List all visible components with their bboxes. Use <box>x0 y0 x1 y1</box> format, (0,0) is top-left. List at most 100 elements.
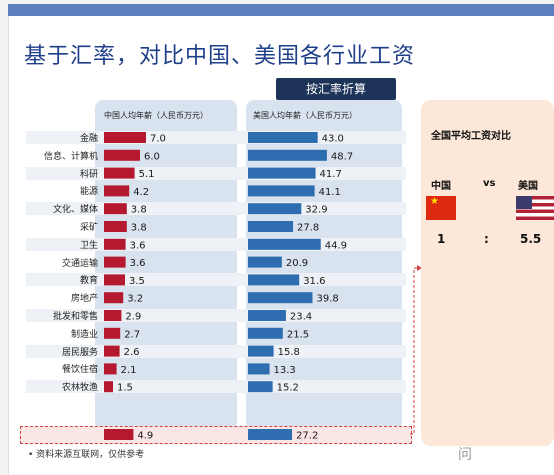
usa-value-label: 39.8 <box>316 294 338 305</box>
ratio-colon: : <box>484 232 489 246</box>
category-label: 农林牧渔 <box>61 383 98 394</box>
vs-label: vs <box>483 178 496 189</box>
usa-bar <box>248 238 321 250</box>
usa-bar <box>248 292 313 304</box>
china-average-value: 4.9 <box>137 431 153 442</box>
usa-value-label: 41.7 <box>320 169 342 180</box>
china-bar <box>104 345 120 357</box>
connector-arrow-icon <box>417 265 422 271</box>
china-bar <box>104 274 125 286</box>
china-value-label: 3.2 <box>127 294 143 305</box>
category-label: 制造业 <box>70 329 98 340</box>
usa-bar <box>248 167 316 179</box>
usa-value-label: 32.9 <box>305 205 327 216</box>
usa-value-label: 15.2 <box>277 383 299 394</box>
usa-value-label: 13.3 <box>274 365 296 376</box>
usa-bar <box>248 256 282 268</box>
china-bar <box>104 132 146 143</box>
china-bar <box>104 256 126 268</box>
china-bar <box>104 221 127 232</box>
usa-series-header: 美国人均年薪（人民币万元） <box>253 111 357 120</box>
china-bar <box>104 292 124 304</box>
comparison-card <box>421 100 554 446</box>
usa-value-label: 20.9 <box>286 258 308 269</box>
china-bar <box>104 238 126 250</box>
usa-ratio: 5.5 <box>520 232 542 246</box>
usa-bar <box>248 221 294 232</box>
china-series-header: 中国人均年薪（人民币万元） <box>104 111 208 120</box>
china-value-label: 3.6 <box>130 258 146 269</box>
china-bar <box>104 381 113 393</box>
china-ratio: 1 <box>437 232 446 246</box>
usa-average-bar <box>248 429 293 440</box>
row-stripe <box>26 380 406 394</box>
usa-bar <box>248 274 300 286</box>
china-bar <box>104 310 122 321</box>
category-label: 文化、媒体 <box>52 205 98 216</box>
china-value-label: 3.8 <box>131 223 147 234</box>
source-footnote: • 资料来源互联网，仅供参考 <box>28 450 145 460</box>
usa-flag-icon <box>516 196 554 220</box>
usa-value-label: 15.8 <box>278 347 300 358</box>
china-value-label: 3.6 <box>130 240 146 251</box>
usa-value-label: 41.1 <box>319 187 341 198</box>
china-flag-icon: ★ <box>426 196 456 220</box>
china-value-label: 4.2 <box>133 187 149 198</box>
usa-value-label: 48.7 <box>331 151 353 162</box>
china-value-label: 6.0 <box>144 151 160 162</box>
china-value-label: 3.8 <box>131 205 147 216</box>
china-bar <box>104 185 130 197</box>
usa-value-label: 31.6 <box>303 276 325 287</box>
watermark-logo: 问 <box>458 447 472 463</box>
china-value-label: 2.9 <box>125 312 141 323</box>
category-label: 批发和零售 <box>52 312 98 322</box>
china-bar <box>104 327 121 339</box>
usa-bar <box>248 327 283 339</box>
exchange-rate-badge: 按汇率折算 <box>276 78 396 100</box>
usa-bar <box>248 149 327 161</box>
category-label: 卫生 <box>79 240 98 251</box>
china-value-label: 2.1 <box>121 365 137 376</box>
usa-bar <box>248 203 302 215</box>
category-label: 科研 <box>79 169 98 180</box>
usa-bar <box>248 363 270 375</box>
category-label: 信息、计算机 <box>43 151 98 162</box>
category-label: 餐饮住宿 <box>61 365 98 376</box>
china-label: 中国 <box>431 181 451 192</box>
category-label: 房地产 <box>70 294 98 305</box>
china-average-bar <box>104 429 134 440</box>
china-bar <box>104 363 117 375</box>
category-label: 金融 <box>79 134 98 144</box>
category-label: 交通运输 <box>61 258 98 269</box>
usa-value-label: 27.8 <box>297 223 319 234</box>
category-label: 居民服务 <box>61 347 98 358</box>
china-bar <box>104 167 135 179</box>
row-stripe <box>26 344 406 358</box>
usa-label: 美国 <box>518 181 538 192</box>
usa-bar <box>248 310 286 321</box>
connector-line <box>410 267 421 435</box>
usa-average-value: 27.2 <box>296 431 318 442</box>
category-label: 教育 <box>79 276 98 287</box>
china-value-label: 1.5 <box>117 383 133 394</box>
usa-value-label: 43.0 <box>322 134 344 145</box>
usa-value-label: 44.9 <box>325 240 347 251</box>
china-value-label: 5.1 <box>139 169 155 180</box>
china-value-label: 7.0 <box>150 134 166 145</box>
usa-bar <box>248 185 315 197</box>
usa-value-label: 21.5 <box>287 329 309 340</box>
slide-top-bar <box>8 4 554 16</box>
usa-bar <box>248 381 273 393</box>
category-label: 能源 <box>79 187 98 198</box>
china-bar <box>104 149 140 161</box>
comparison-title: 全国平均工资对比 <box>431 131 511 142</box>
china-value-label: 2.6 <box>124 347 140 358</box>
page-title: 基于汇率，对比中国、美国各行业工资 <box>24 44 416 69</box>
category-label: 采矿 <box>79 223 98 233</box>
usa-value-label: 23.4 <box>290 312 312 323</box>
china-bar <box>104 203 127 215</box>
usa-bar <box>248 132 318 143</box>
usa-bar <box>248 345 274 357</box>
china-value-label: 3.5 <box>129 276 145 287</box>
